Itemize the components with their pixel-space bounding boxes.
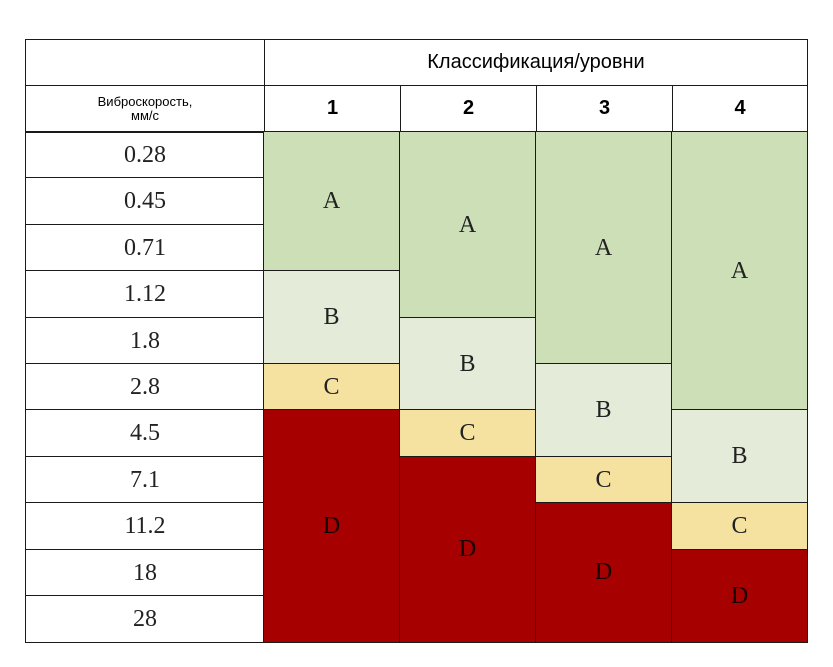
- velocity-cell: 1.8: [25, 317, 265, 365]
- velocity-cell: 18: [25, 549, 265, 597]
- level-header-2: 2: [400, 85, 537, 132]
- zone-d-level-1: D: [263, 409, 400, 643]
- zone-a-level-2: A: [399, 131, 536, 319]
- velocity-cell: 11.2: [25, 502, 265, 551]
- level-header-4: 4: [672, 85, 808, 132]
- zone-a-level-1: A: [263, 131, 400, 272]
- zone-b-level-2: B: [399, 317, 536, 411]
- zone-b-level-1: B: [263, 270, 400, 365]
- velocity-cell: 0.28: [25, 132, 265, 179]
- velocity-cell: 0.45: [25, 177, 265, 226]
- zone-c-level-2: C: [399, 409, 536, 458]
- velocity-cell: 28: [25, 595, 265, 643]
- zone-b-level-4: B: [671, 409, 808, 504]
- zone-c-level-4: C: [671, 502, 808, 551]
- zone-a-level-4: A: [671, 131, 808, 411]
- velocity-cell: 4.5: [25, 409, 265, 458]
- level-header-3: 3: [536, 85, 673, 132]
- corner-cell: [25, 39, 265, 86]
- velocity-cell: 2.8: [25, 363, 265, 411]
- zone-d-level-4: D: [671, 549, 808, 643]
- velocity-header-line2: мм/с: [131, 107, 159, 123]
- classification-header: Классификация/уровни: [264, 39, 808, 86]
- velocity-cell: 7.1: [25, 456, 265, 504]
- zone-b-level-3: B: [535, 363, 672, 458]
- velocity-header: Виброскорость, мм/с: [25, 85, 265, 132]
- zone-d-level-2: D: [399, 456, 536, 643]
- zone-a-level-3: A: [535, 131, 672, 365]
- zone-c-level-1: C: [263, 363, 400, 411]
- velocity-cell: 1.12: [25, 270, 265, 319]
- velocity-header-line1: Виброскорость,: [97, 93, 193, 109]
- level-header-1: 1: [264, 85, 401, 132]
- zone-d-level-3: D: [535, 502, 672, 643]
- zone-c-level-3: C: [535, 456, 672, 504]
- velocity-cell: 0.71: [25, 224, 265, 272]
